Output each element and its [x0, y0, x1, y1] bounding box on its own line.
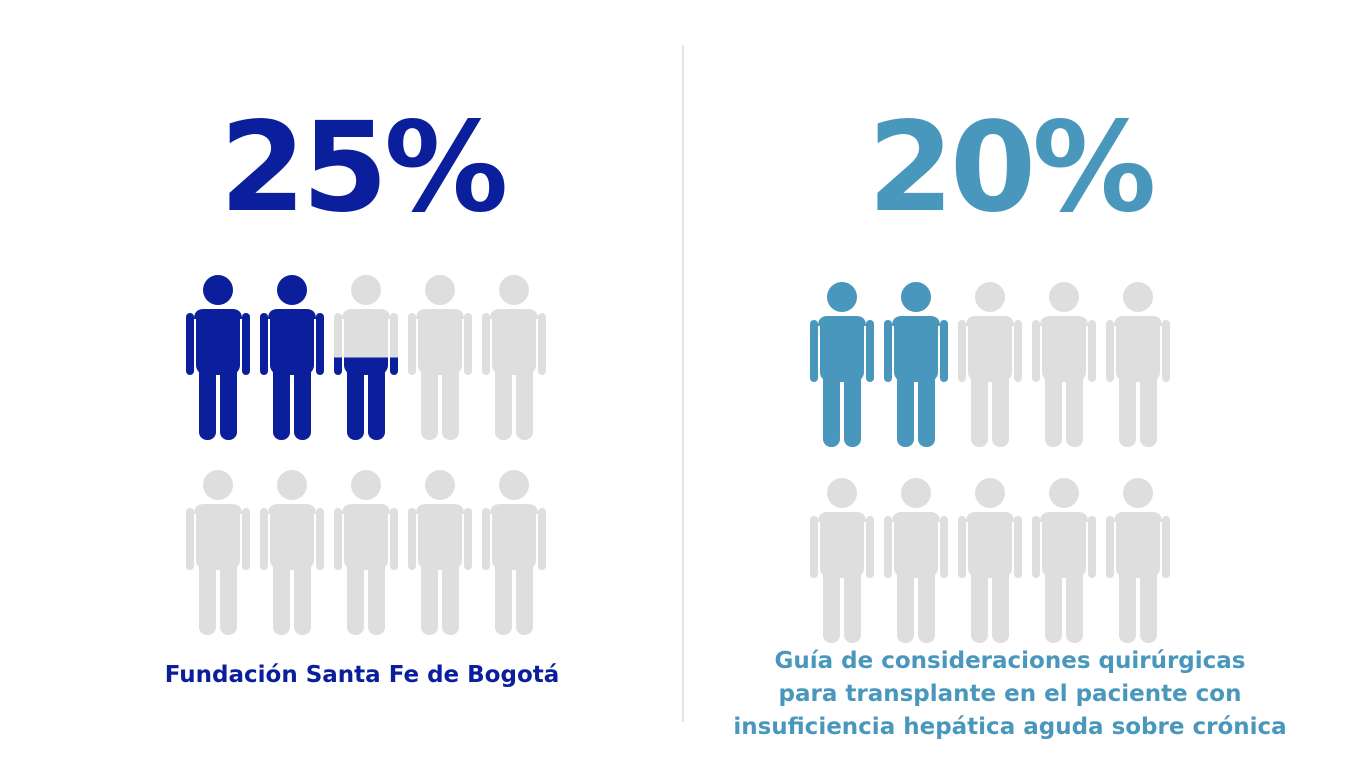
percentage: 20% — [868, 96, 1154, 240]
person-icon — [958, 282, 1022, 447]
percentage: 25% — [220, 96, 506, 240]
person-icon — [1106, 478, 1170, 643]
filled-person — [186, 275, 250, 440]
person-icon — [482, 275, 546, 440]
person-icon — [958, 478, 1022, 643]
person-icon — [1106, 282, 1170, 447]
person-icon — [1032, 478, 1096, 643]
person-icon — [260, 470, 324, 635]
person-icon — [334, 470, 398, 635]
person-icon — [186, 470, 250, 635]
person-icon — [1032, 282, 1096, 447]
caption: para transplante en el paciente con — [779, 681, 1242, 707]
filled-person — [260, 275, 324, 440]
person-icon — [408, 275, 472, 440]
person-icon — [482, 470, 546, 635]
person-icon — [810, 478, 874, 643]
caption: Fundación Santa Fe de Bogotá — [165, 662, 560, 688]
person-icon — [408, 470, 472, 635]
filled-person — [884, 282, 948, 447]
caption: insuficiencia hepática aguda sobre cróni… — [733, 714, 1286, 740]
caption: Guía de consideraciones quirúrgicas — [774, 648, 1245, 674]
person-icon — [884, 478, 948, 643]
filled-person — [334, 357, 398, 440]
filled-person — [810, 282, 874, 447]
